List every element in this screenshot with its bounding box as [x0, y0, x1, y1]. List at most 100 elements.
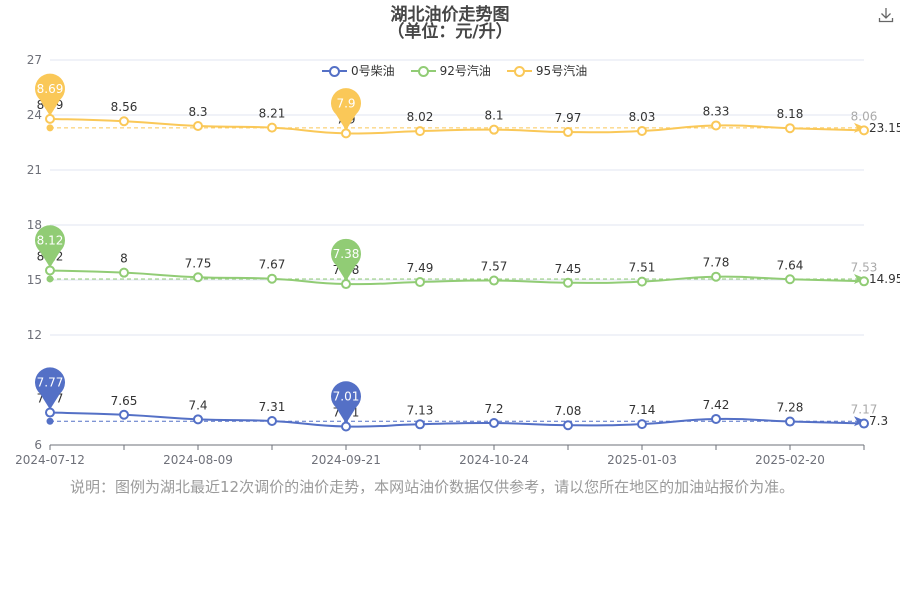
data-point-s0 — [785, 416, 795, 427]
data-point-s0 — [341, 421, 351, 432]
legend-label-gasoline-95: 95号汽油 — [535, 64, 588, 78]
data-label-s2: 8.33 — [703, 104, 730, 118]
data-point-s0 — [637, 419, 647, 430]
average-start-dot-s2 — [46, 124, 54, 132]
data-label-s0: 7.13 — [407, 403, 434, 417]
data-point-s0 — [859, 418, 869, 429]
markpoint-label-s1: 7.38 — [333, 247, 360, 261]
y-tick-label: 21 — [27, 163, 42, 177]
data-label-s1: 7.51 — [629, 261, 656, 275]
data-point-s2 — [193, 121, 203, 131]
data-point-s0 — [563, 420, 573, 431]
y-tick-label: 27 — [27, 53, 42, 67]
data-point-s0 — [489, 418, 499, 428]
data-label-s1: 7.49 — [407, 261, 434, 275]
data-label-s1: 7.53 — [851, 260, 878, 274]
markpoint-pin-s1 — [35, 225, 65, 268]
data-label-s2: 8.21 — [259, 107, 286, 121]
markpoint-pin-s0 — [35, 367, 65, 410]
legend-item-gasoline-92[interactable]: 92号汽油 — [410, 62, 491, 79]
data-label-s0: 7.28 — [777, 401, 804, 415]
data-point-s1 — [489, 275, 499, 286]
markpoint-label-s2: 8.69 — [37, 82, 64, 96]
x-tick-label: 2024-08-09 — [163, 453, 233, 467]
legend: 0号柴油 92号汽油 95号汽油 — [322, 62, 587, 79]
download-icon[interactable] — [877, 6, 895, 24]
markpoint-label-s0: 7.01 — [333, 389, 360, 403]
data-point-s2 — [341, 128, 351, 139]
x-tick-label: 2024-09-21 — [311, 453, 381, 467]
average-start-dot-s0 — [46, 417, 54, 425]
data-point-s2 — [415, 126, 425, 137]
data-point-s1 — [785, 274, 795, 285]
x-tick-label: 2024-10-24 — [459, 453, 529, 467]
legend-swatch-gasoline-92 — [410, 64, 436, 78]
data-label-s2: 8.02 — [407, 110, 434, 124]
data-label-s2: 8.18 — [777, 107, 804, 121]
x-tick-label: 2024-07-12 — [15, 453, 85, 467]
data-label-s0: 7.14 — [629, 403, 656, 417]
y-tick-label: 12 — [27, 328, 42, 342]
data-label-s0: 7.31 — [259, 400, 286, 414]
data-point-s1 — [637, 276, 647, 287]
data-label-s1: 7.57 — [481, 260, 508, 274]
data-point-s1 — [415, 277, 425, 288]
legend-item-gasoline-95[interactable]: 95号汽油 — [506, 62, 588, 79]
chart-title: 湖北油价走势图 — [390, 5, 510, 25]
legend-swatch-diesel-0 — [322, 64, 347, 78]
data-point-s1 — [267, 273, 277, 284]
data-label-s2: 7.97 — [555, 111, 582, 125]
data-label-s0: 7.65 — [111, 394, 138, 408]
data-label-s2: 8.03 — [629, 110, 656, 124]
y-tick-label: 24 — [27, 108, 42, 122]
data-point-s1 — [341, 279, 351, 290]
legend-item-diesel-0[interactable]: 0号柴油 — [322, 62, 395, 79]
x-tick-label: 2025-01-03 — [607, 453, 677, 467]
data-point-s1 — [119, 267, 129, 278]
data-label-s2: 8.1 — [484, 109, 503, 123]
data-label-s2: 8.06 — [851, 109, 878, 123]
chart-subtitle: （单位：元/升） — [387, 22, 513, 42]
legend-label-gasoline-92: 92号汽油 — [439, 64, 491, 78]
data-label-s0: 7.08 — [555, 404, 582, 418]
data-point-s0 — [193, 414, 203, 425]
markpoint-pin-s0 — [331, 381, 362, 424]
data-point-s2 — [785, 123, 795, 134]
average-label-s2: 23.15 — [869, 121, 900, 135]
legend-swatch-gasoline-95 — [506, 64, 532, 78]
markpoint-pin-s1 — [331, 238, 362, 282]
data-label-s0: 7.2 — [484, 402, 503, 416]
data-point-s0 — [119, 409, 129, 420]
data-point-s0 — [267, 415, 277, 426]
average-start-dot-s1 — [46, 275, 54, 283]
data-label-s1: 7.45 — [555, 262, 582, 276]
data-label-s0: 7.4 — [188, 398, 207, 412]
data-point-s2 — [267, 122, 277, 133]
data-point-s0 — [711, 413, 721, 424]
x-tick-label: 2025-02-20 — [755, 453, 825, 467]
markpoint-pin-s2 — [331, 88, 362, 131]
data-label-s1: 7.64 — [777, 258, 804, 272]
data-point-s2 — [711, 120, 721, 131]
data-point-s1 — [563, 277, 573, 288]
data-point-s2 — [563, 127, 573, 138]
markpoint-label-s1: 8.12 — [37, 233, 64, 247]
data-point-s1 — [45, 265, 55, 276]
markpoint-label-s2: 7.9 — [336, 96, 355, 110]
data-label-s1: 8 — [120, 252, 128, 266]
data-label-s2: 8.56 — [111, 100, 138, 114]
data-point-s2 — [45, 113, 55, 124]
data-point-s2 — [119, 116, 129, 127]
data-label-s0: 7.42 — [703, 398, 730, 412]
series-line-s0 — [49, 411, 865, 428]
data-label-s2: 8.3 — [188, 105, 207, 119]
y-tick-label: 18 — [27, 218, 42, 232]
footnote: 说明：图例为湖北最近12次调价的油价走势，本网站油价数据仅供参考，请以您所在地区… — [70, 478, 795, 496]
markpoint-label-s0: 7.77 — [37, 376, 64, 390]
data-point-s1 — [711, 271, 721, 282]
average-label-s0: 7.3 — [869, 414, 888, 428]
data-point-s0 — [415, 419, 425, 430]
average-label-s1: 14.95 — [869, 272, 900, 286]
data-point-s2 — [637, 125, 647, 136]
